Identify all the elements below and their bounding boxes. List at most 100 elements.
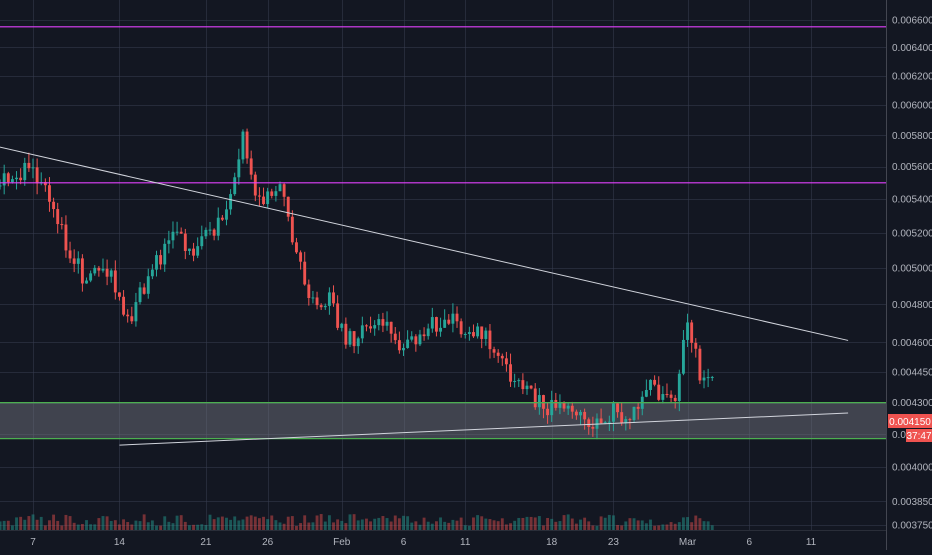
candle-body[interactable] <box>649 379 652 390</box>
candle-body[interactable] <box>624 419 628 424</box>
candle-body[interactable] <box>393 333 397 341</box>
candle-body[interactable] <box>6 173 10 183</box>
candle-body[interactable] <box>710 376 714 378</box>
candle-body[interactable] <box>233 177 237 195</box>
candle-body[interactable] <box>607 421 611 423</box>
candle-body[interactable] <box>204 229 208 237</box>
candle-body[interactable] <box>76 258 80 264</box>
candle-body[interactable] <box>476 326 480 337</box>
candle-body[interactable] <box>402 347 405 351</box>
candle-body[interactable] <box>332 292 335 304</box>
candle-body[interactable] <box>245 131 249 159</box>
candle-body[interactable] <box>447 319 451 324</box>
candle-body[interactable] <box>579 411 582 416</box>
candle-body[interactable] <box>369 326 373 329</box>
candle-body[interactable] <box>295 242 298 253</box>
price-axis[interactable]: 0.006600 0.006400 0.006200 0.006000 0.005800… <box>892 16 932 532</box>
candle-body[interactable] <box>146 276 150 294</box>
candle-body[interactable] <box>673 397 677 402</box>
candle-body[interactable] <box>525 385 529 390</box>
candle-body[interactable] <box>397 340 401 351</box>
candle-body[interactable] <box>101 268 105 271</box>
candle-body[interactable] <box>122 296 126 315</box>
candle-body[interactable] <box>43 182 47 186</box>
candle-body[interactable] <box>163 243 167 265</box>
horizontal-lines[interactable] <box>0 26 886 440</box>
candle-body[interactable] <box>439 327 442 332</box>
candle-body[interactable] <box>179 231 183 234</box>
candle-body[interactable] <box>616 403 620 413</box>
candle-body[interactable] <box>587 419 591 427</box>
candle-body[interactable] <box>484 330 488 339</box>
candle-body[interactable] <box>517 380 521 382</box>
candle-body[interactable] <box>443 319 447 328</box>
candle-body[interactable] <box>389 321 393 334</box>
candle-body[interactable] <box>455 313 459 322</box>
candle-body[interactable] <box>237 159 241 178</box>
candlesticks[interactable] <box>0 128 714 440</box>
candle-body[interactable] <box>187 248 191 251</box>
candle-body[interactable] <box>89 273 93 281</box>
candle-body[interactable] <box>64 224 68 251</box>
candle-body[interactable] <box>155 255 158 270</box>
candle-body[interactable] <box>513 381 517 383</box>
candle-body[interactable] <box>418 334 422 345</box>
candle-body[interactable] <box>0 185 2 187</box>
candle-body[interactable] <box>467 332 471 334</box>
candle-body[interactable] <box>706 377 710 379</box>
candle-body[interactable] <box>669 394 673 398</box>
candle-body[interactable] <box>653 379 657 385</box>
candle-body[interactable] <box>262 196 265 205</box>
candle-body[interactable] <box>2 173 6 186</box>
candle-body[interactable] <box>628 419 632 421</box>
candle-body[interactable] <box>253 174 257 196</box>
candle-body[interactable] <box>451 313 455 324</box>
candle-body[interactable] <box>620 412 624 424</box>
candle-body[interactable] <box>130 316 134 322</box>
candle-body[interactable] <box>434 317 438 332</box>
candle-body[interactable] <box>644 389 648 397</box>
candle-body[interactable] <box>303 261 307 285</box>
candle-body[interactable] <box>381 319 385 326</box>
candle-body[interactable] <box>60 224 64 226</box>
candle-body[interactable] <box>533 388 537 408</box>
candle-body[interactable] <box>500 355 504 359</box>
candle-body[interactable] <box>208 229 212 231</box>
candle-body[interactable] <box>636 406 640 409</box>
candle-body[interactable] <box>216 217 220 236</box>
candle-body[interactable] <box>183 233 187 251</box>
candle-body[interactable] <box>537 395 541 408</box>
candle-body[interactable] <box>480 326 484 339</box>
candle-body[interactable] <box>270 191 274 196</box>
candle-body[interactable] <box>27 162 31 169</box>
candle-body[interactable] <box>599 418 603 424</box>
candle-body[interactable] <box>220 217 224 220</box>
candle-body[interactable] <box>15 177 18 180</box>
candle-body[interactable] <box>426 328 430 337</box>
candle-body[interactable] <box>196 246 200 256</box>
candle-body[interactable] <box>35 167 39 184</box>
candle-body[interactable] <box>603 422 607 424</box>
candle-body[interactable] <box>307 284 311 298</box>
candle-body[interactable] <box>430 317 434 329</box>
candle-body[interactable] <box>521 380 525 390</box>
candle-body[interactable] <box>504 358 508 365</box>
candle-body[interactable] <box>80 258 84 284</box>
candle-body[interactable] <box>192 248 195 256</box>
candle-body[interactable] <box>632 406 636 421</box>
candle-body[interactable] <box>266 191 270 205</box>
candle-body[interactable] <box>377 319 381 326</box>
candle-body[interactable] <box>10 179 14 183</box>
candle-body[interactable] <box>319 305 323 308</box>
candle-body[interactable] <box>550 399 554 416</box>
candle-body[interactable] <box>356 338 360 347</box>
candle-body[interactable] <box>48 185 51 202</box>
candle-body[interactable] <box>229 194 233 210</box>
candle-body[interactable] <box>373 325 377 329</box>
candle-body[interactable] <box>93 267 97 274</box>
candle-body[interactable] <box>31 167 35 169</box>
candle-body[interactable] <box>492 349 496 353</box>
candle-body[interactable] <box>665 394 669 396</box>
candle-body[interactable] <box>134 302 138 322</box>
candle-body[interactable] <box>681 339 685 374</box>
